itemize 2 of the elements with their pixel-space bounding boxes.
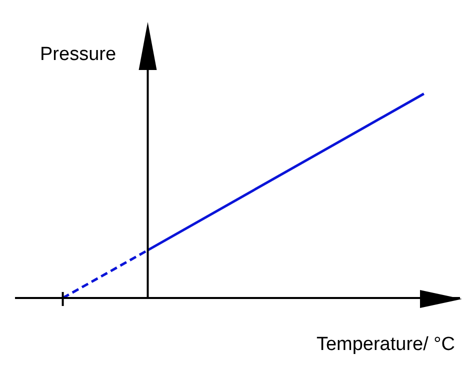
x-axis-title: Temperature/ °C (316, 334, 455, 355)
y-axis-title: Pressure (40, 44, 116, 65)
